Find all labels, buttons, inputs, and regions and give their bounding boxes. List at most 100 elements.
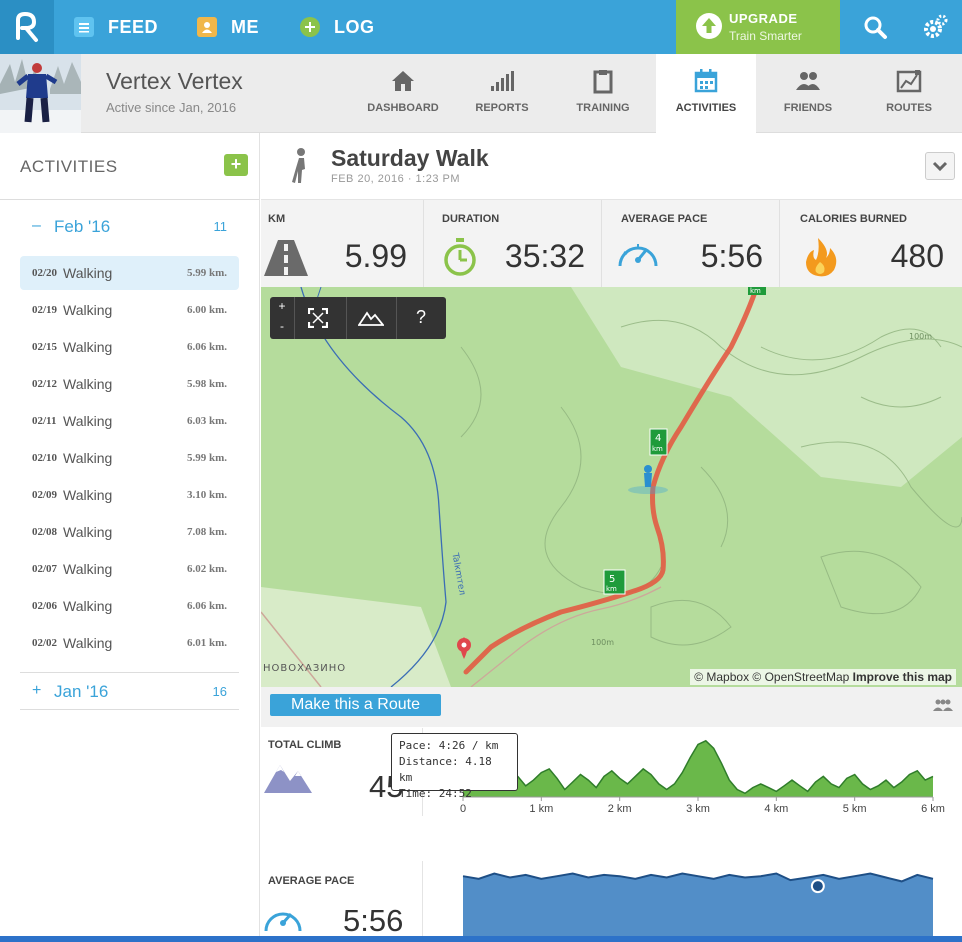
km-marker-4: 4km: [649, 428, 668, 456]
add-activity-button[interactable]: +: [224, 154, 248, 176]
item-type: Walking: [63, 450, 113, 466]
item-type: Walking: [63, 635, 113, 651]
fullscreen-icon[interactable]: [307, 307, 329, 329]
upgrade-button[interactable]: UPGRADE Train Smarter: [676, 0, 840, 54]
svg-text:5: 5: [609, 574, 615, 585]
place-label: НОВОХАЗИНО: [263, 663, 346, 674]
divider: [294, 297, 295, 339]
tab-reports[interactable]: REPORTS: [452, 54, 552, 133]
tab-training[interactable]: TRAINING: [553, 54, 653, 133]
item-type: Walking: [63, 524, 113, 540]
pace-chart[interactable]: [431, 863, 951, 942]
item-distance: 6.02 km.: [186, 563, 227, 575]
divider: [20, 709, 239, 710]
activity-title: Saturday Walk: [331, 145, 489, 171]
list-item[interactable]: 02/15 Walking 6.06 km.: [20, 330, 239, 364]
svg-text:km: km: [652, 445, 663, 453]
make-route-button[interactable]: Make this a Route: [270, 694, 441, 716]
nav-feed-label: FEED: [108, 16, 159, 37]
pace-panel-label: AVERAGE PACE: [268, 875, 355, 887]
tab-friends[interactable]: FRIENDS: [758, 54, 858, 133]
item-date: 02/15: [32, 341, 58, 353]
search-icon[interactable]: [862, 14, 888, 40]
item-date: 02/19: [32, 304, 58, 316]
nav-feed[interactable]: FEED: [74, 0, 158, 54]
expand-icon: +: [32, 682, 42, 699]
flame-icon: [806, 238, 837, 277]
route-map[interactable]: Talкmтeл НОВОХАЗИНО 100m 100m km 4 km 5 km…: [261, 287, 962, 687]
item-type: Walking: [63, 413, 113, 429]
item-distance: 5.99 km.: [186, 452, 227, 464]
tab-friends-label: FRIENDS: [783, 102, 833, 114]
list-item[interactable]: 02/08 Walking 7.08 km.: [20, 515, 239, 549]
stat-label: CALORIES BURNED: [800, 213, 907, 225]
clipboard-icon: [593, 70, 613, 94]
pace-panel-value: 5:56: [343, 903, 404, 938]
bar-chart-icon: [491, 71, 514, 91]
nav-me[interactable]: ME: [197, 0, 259, 54]
svg-text:km: km: [750, 287, 761, 295]
list-item[interactable]: 02/09 Walking 3.10 km.: [20, 478, 239, 512]
tab-routes[interactable]: ROUTES: [859, 54, 959, 133]
x-tick-label: 3 km: [686, 803, 710, 815]
list-item[interactable]: 02/11 Walking 6.03 km.: [20, 404, 239, 438]
km-marker-top: km: [748, 287, 766, 295]
help-button[interactable]: ?: [415, 307, 426, 327]
x-tick-label: 2 km: [608, 803, 632, 815]
x-tick-label: 0: [460, 803, 466, 815]
item-distance: 6.00 km.: [186, 304, 227, 316]
pace-line: [462, 872, 934, 883]
month-header-jan[interactable]: + Jan '16 16: [20, 674, 239, 710]
list-item[interactable]: 02/10 Walking 5.99 km.: [20, 441, 239, 475]
walking-icon: [292, 148, 305, 183]
item-type: Walking: [63, 302, 113, 318]
terrain-icon[interactable]: [357, 310, 385, 326]
stat-value: 5:56: [700, 238, 763, 274]
tab-dashboard[interactable]: DASHBOARD: [353, 54, 453, 133]
item-type: Walking: [63, 487, 113, 503]
chevron-down-icon: [932, 161, 948, 172]
elevation-chart[interactable]: 0 1 km 2 km 3 km 4 km 5 km 6 km: [431, 731, 951, 821]
list-item[interactable]: 02/07 Walking 6.02 km.: [20, 552, 239, 586]
tab-activities-label: ACTIVITIES: [675, 102, 737, 114]
gear-icon[interactable]: [921, 13, 949, 41]
taskbar-edge: [0, 936, 962, 942]
profile-since: Active since Jan, 2016: [106, 100, 237, 115]
current-position-marker: [628, 465, 668, 494]
item-distance: 6.06 km.: [186, 600, 227, 612]
km-marker-5: 5km: [603, 569, 626, 595]
improve-map-link[interactable]: Improve this map: [852, 670, 952, 684]
item-type: Walking: [63, 265, 113, 281]
list-item[interactable]: 02/06 Walking 6.06 km.: [20, 589, 239, 623]
x-tick-label: 5 km: [843, 803, 867, 815]
avatar[interactable]: [0, 54, 81, 133]
mountains-icon: [264, 765, 312, 793]
tab-activities[interactable]: ACTIVITIES: [656, 54, 756, 134]
nav-log[interactable]: LOG: [300, 0, 375, 54]
list-item[interactable]: 02/02 Walking 6.01 km.: [20, 626, 239, 660]
item-distance: 3.10 km.: [186, 489, 227, 501]
item-distance: 5.99 km.: [186, 267, 227, 279]
pace-highlight-point[interactable]: [810, 879, 825, 894]
arrow-up-icon: [696, 13, 722, 39]
divider: [346, 297, 347, 339]
zoom-in-button[interactable]: +: [278, 299, 286, 313]
month-header-feb[interactable]: – Feb '16 11: [20, 209, 239, 245]
list-item[interactable]: 02/12 Walking 5.98 km.: [20, 367, 239, 401]
map-attribution: © Mapbox © OpenStreetMap Improve this ma…: [690, 669, 956, 685]
item-distance: 7.08 km.: [186, 526, 227, 538]
zoom-out-button[interactable]: -: [280, 319, 284, 333]
stat-label: DURATION: [442, 213, 500, 225]
runkeeper-logo[interactable]: [0, 0, 54, 54]
item-date: 02/11: [32, 415, 57, 427]
month-name: Jan '16: [54, 682, 109, 701]
map-canvas: Talкmтeл НОВОХАЗИНО 100m 100m km 4km 5km: [261, 287, 962, 687]
list-item[interactable]: 02/19 Walking 6.00 km.: [20, 293, 239, 327]
stopwatch-icon: [444, 238, 476, 276]
road-icon: [264, 240, 308, 276]
activity-options-dropdown[interactable]: [925, 152, 955, 180]
svg-text:km: km: [606, 585, 617, 593]
list-item[interactable]: 02/20 Walking 5.99 km.: [20, 256, 239, 290]
activity-detail: Saturday Walk FEB 20, 2016 · 1:23 PM KM …: [261, 133, 962, 942]
group-icon[interactable]: [933, 699, 953, 711]
